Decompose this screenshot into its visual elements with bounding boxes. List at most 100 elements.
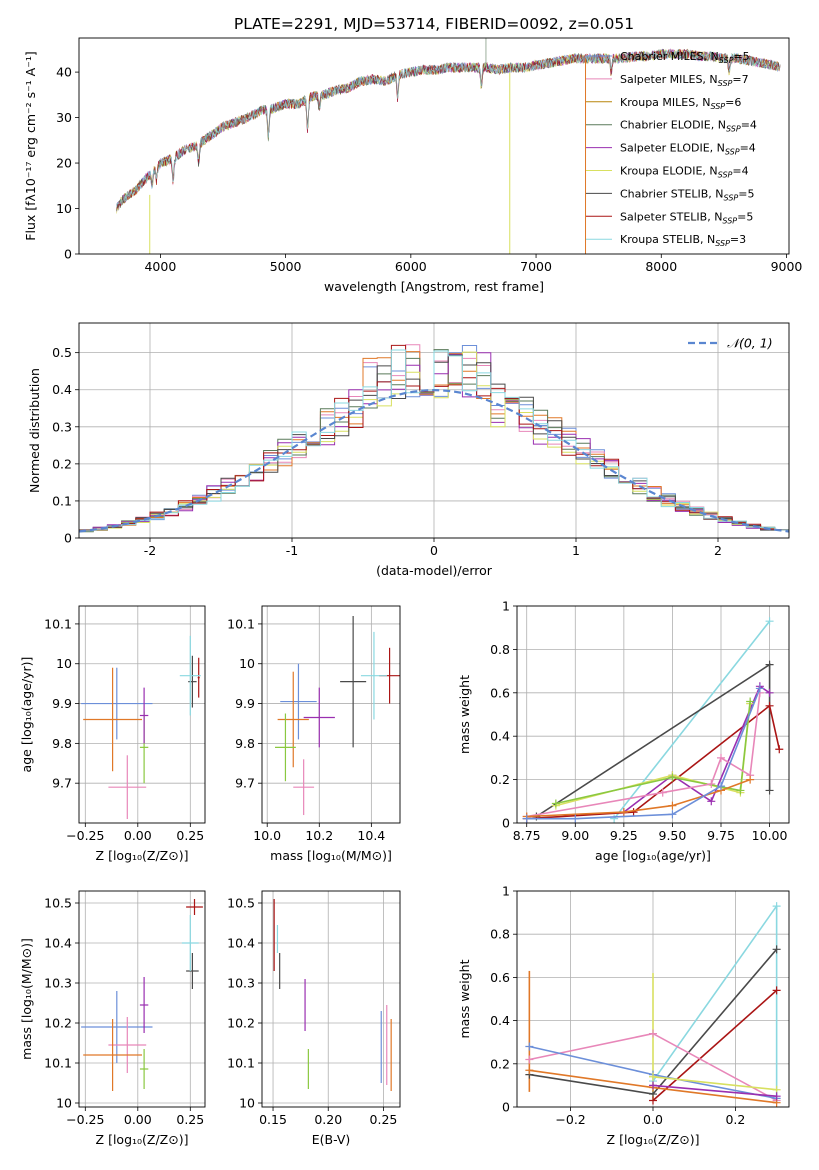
weight-series-line (555, 701, 751, 805)
weight-point-marker (775, 745, 784, 754)
y-tick-label: 0.2 (490, 1056, 510, 1071)
weight-point-marker (525, 1042, 534, 1051)
y-tick-label: 0.8 (490, 927, 510, 942)
y-axis-label: Normed distribution (27, 368, 42, 493)
x-tick-label: -2 (144, 543, 156, 558)
axes-frame (78, 322, 790, 539)
legend-count: =5 (738, 187, 754, 200)
y-tick-label: 0.6 (490, 685, 510, 700)
x-tick-label: 0.15 (259, 1112, 287, 1127)
weight-point-marker (629, 808, 638, 817)
y-tick-label: 40 (56, 65, 72, 80)
x-tick-label: 1 (572, 543, 580, 558)
plot-area (116, 38, 781, 254)
x-tick-label: 0.00 (124, 1112, 152, 1127)
weight-point-marker (717, 782, 725, 791)
plot-area (81, 635, 201, 820)
panel-mass_vs_z: −0.25 0.00 0.25 10 10.1 10.2 10.3 10.4 10.5 Z [lo… (19, 890, 206, 1147)
legend-entry: Chabrier STELIB, NSSP=5 (620, 187, 754, 202)
x-tick-label: 9.75 (707, 828, 735, 843)
legend-label: Chabrier MILES, N (620, 50, 719, 63)
panel-age_vs_z: −0.25 0.00 0.25 9.7 9.8 9.9 10 10.1 Z [log₁₀(Z/Z… (19, 605, 206, 863)
weight-point-marker (707, 797, 716, 806)
legend-entry: Salpeter ELODIE, NSSP=4 (620, 142, 756, 157)
chart-panels: 4000 5000 6000 7000 8000 9000010203040wavelen… (19, 37, 803, 1147)
plot-area (275, 615, 400, 816)
legend-count: =5 (733, 50, 749, 63)
x-tick-label: -1 (286, 543, 298, 558)
y-tick-label: 10 (239, 656, 255, 671)
weight-point-marker (707, 779, 716, 788)
weight-point-marker (746, 775, 755, 784)
weight-series-line (652, 905, 778, 1082)
x-tick-label: 5000 (270, 259, 302, 274)
weight-series-line (652, 1076, 777, 1091)
weight-point-marker (772, 902, 781, 911)
y-tick-label: 10.1 (227, 616, 255, 631)
x-tick-label: 0.20 (314, 1112, 342, 1127)
y-tick-label: 10.5 (44, 896, 72, 911)
y-tick-label: 0.1 (52, 493, 72, 508)
x-tick-label: 9000 (771, 259, 803, 274)
spectrum-series-line (116, 48, 781, 212)
legend-entry: Chabrier MILES, NSSP=5 (620, 50, 750, 65)
panel-weight_vs_z: −0.2 0.0 0.2 0 0.2 0.4 0.6 0.8 1 Z [log₁₀(Z/Z⊙)] m… (457, 884, 790, 1147)
x-axis-label: (data-model)/error (376, 563, 493, 578)
weight-point-marker (736, 786, 745, 795)
x-tick-label: 10.0 (253, 828, 281, 843)
x-axis-label: mass [log₁₀(M/M⊙)] (270, 848, 392, 863)
legend-count: =6 (725, 96, 741, 109)
weight-series-line (652, 1084, 777, 1097)
y-tick-label: 9.7 (52, 776, 72, 791)
x-tick-label: 9.25 (610, 828, 638, 843)
y-tick-label: 0.8 (490, 642, 510, 657)
weight-point-marker (649, 1029, 657, 1038)
weight-point-marker (717, 753, 725, 762)
y-tick-label: 9.7 (235, 776, 255, 791)
panel-age_vs_mass: 10.0 10.2 10.4 9.7 9.8 9.9 10 10.1 mass [log₁₀(M… (227, 605, 401, 863)
weight-point-marker (551, 799, 560, 808)
y-tick-label: 10.4 (227, 936, 255, 951)
legend-entry: 𝒩(0, 1) (727, 336, 773, 351)
y-tick-label: 10 (239, 1096, 255, 1111)
y-tick-label: 10.5 (227, 896, 255, 911)
x-tick-label: −0.25 (66, 1112, 104, 1127)
y-tick-label: 9.9 (52, 696, 72, 711)
x-tick-label: 2 (714, 543, 722, 558)
weight-point-marker (765, 688, 774, 697)
y-tick-label: 10.1 (227, 1056, 255, 1071)
panel-residuals: -2 -1 0 1 2 0 0.1 0.2 0.3 0.4 0.5 (data-model)/erro… (27, 322, 790, 578)
axes-frame (78, 605, 206, 824)
x-tick-label: 9.50 (659, 828, 687, 843)
legend-subscript: SSP (715, 239, 730, 248)
weight-point-marker (610, 814, 619, 823)
weight-point-marker (765, 617, 774, 626)
weight-point-marker (668, 773, 677, 782)
weight-point-marker (772, 1092, 781, 1101)
weight-series-line (623, 685, 771, 813)
axes-frame (78, 37, 790, 255)
plot-area (273, 899, 392, 1091)
legend-subscript: SSP (725, 148, 740, 157)
y-tick-label: 10 (56, 656, 72, 671)
x-tick-label: 0.25 (370, 1112, 398, 1127)
legend-subscript: SSP (710, 102, 725, 111)
y-tick-label: 1 (502, 599, 510, 614)
weight-point-marker (755, 684, 764, 693)
legend-subscript: SSP (719, 56, 734, 65)
legend-label: Chabrier STELIB, N (620, 187, 724, 200)
figure-title: PLATE=2291, MJD=53714, FIBERID=0092, z=0… (234, 15, 634, 33)
legend-entry: Kroupa ELODIE, NSSP=4 (620, 165, 749, 180)
legend-subscript: SSP (718, 171, 733, 180)
y-tick-label: 0 (502, 816, 510, 831)
y-tick-label: 0.2 (52, 456, 72, 471)
weight-point-marker (619, 808, 628, 817)
y-tick-label: 10.3 (227, 976, 255, 991)
y-tick-label: 9.9 (235, 696, 255, 711)
y-tick-label: 10.1 (44, 1056, 72, 1071)
x-tick-label: 7000 (520, 259, 552, 274)
x-axis-label: wavelength [Angstrom, rest frame] (324, 279, 544, 294)
axes-frame (78, 890, 206, 1108)
legend-entry: Chabrier ELODIE, NSSP=4 (620, 119, 757, 134)
weight-series-line (613, 620, 771, 820)
